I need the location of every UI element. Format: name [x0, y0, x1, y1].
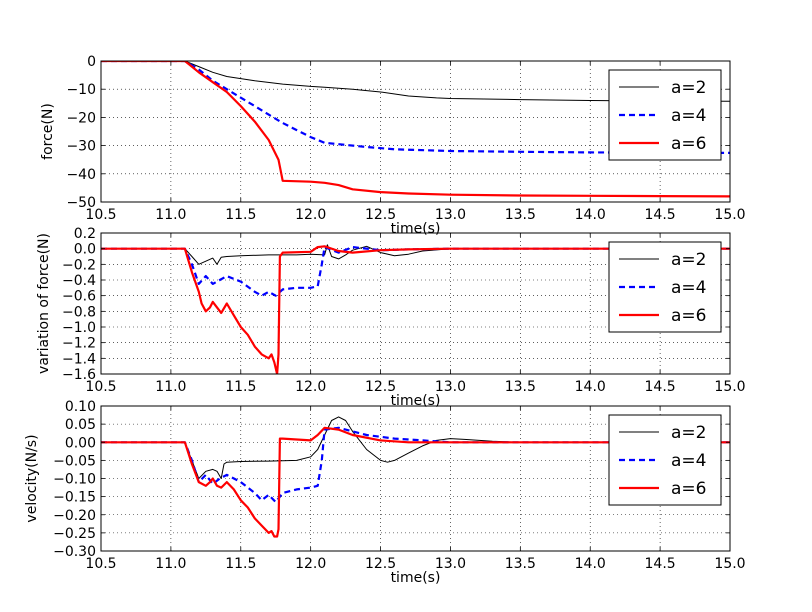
y-tick-label: −1.0	[62, 320, 96, 336]
series-line-a2	[101, 244, 730, 265]
legend: a=2 a=4 a=6	[608, 69, 722, 161]
y-tick-label: −0.15	[53, 490, 96, 506]
legend-label: a=4	[671, 278, 706, 298]
x-tick-label: 13.5	[505, 379, 536, 395]
y-tick-label: −0.4	[62, 273, 96, 289]
legend-label: a=4	[671, 451, 706, 471]
y-axis-label: velocity(N/s)	[24, 434, 40, 522]
x-tick-label: 14.5	[645, 379, 676, 395]
x-tick-label: 10.5	[85, 379, 116, 395]
y-tick-label: −0.8	[62, 304, 96, 320]
x-tick-label: 14.0	[575, 556, 606, 572]
x-tick-label: 14.5	[645, 207, 676, 223]
variation-of-force-panel: 10.5 11.0 11.5 12.0 12.5 13.0 13.5 14.0 14.5 15.0…	[36, 226, 746, 409]
y-tick-label: −0.05	[53, 453, 96, 469]
x-tick-label: 10.5	[85, 207, 116, 223]
y-tick-label: −0.30	[53, 544, 96, 560]
y-tick-label: 0	[87, 54, 96, 70]
velocity-panel: 10.5 11.0 11.5 12.0 12.5 13.0 13.5 14.0 14.5 15.0…	[24, 399, 746, 586]
legend-label: a=6	[671, 479, 706, 499]
x-axis-label: time(s)	[391, 570, 441, 586]
y-tick-label: −30	[66, 139, 96, 155]
x-tick-label: 12.0	[295, 379, 326, 395]
x-tick-label: 11.5	[225, 379, 256, 395]
legend-label: a=2	[671, 423, 706, 443]
y-tick-label: 0.10	[65, 399, 96, 415]
y-axis-label: force(N)	[40, 103, 56, 160]
x-tick-label: 11.0	[155, 556, 186, 572]
x-axis-label: time(s)	[391, 221, 441, 237]
series-line-a2	[101, 416, 730, 479]
y-tick-label: 0.2	[74, 226, 96, 242]
x-tick-label: 12.0	[295, 556, 326, 572]
x-tick-label: 10.5	[85, 556, 116, 572]
legend-box	[608, 414, 722, 506]
x-tick-label: 13.0	[435, 379, 466, 395]
x-tick-label: 11.5	[225, 207, 256, 223]
series-line-a6	[101, 426, 730, 538]
axes-frame	[100, 232, 731, 375]
series-line-a4	[101, 426, 730, 504]
x-tick-label: 11.5	[225, 556, 256, 572]
x-tick-label: 12.5	[365, 379, 396, 395]
y-tick-label: −0.25	[53, 526, 96, 542]
series-line-a4	[101, 246, 730, 297]
y-tick-label: −10	[66, 82, 96, 98]
force-panel: 10.5 11.0 11.5 12.0 12.5 13.0 13.5 14.0 14.5 15.0…	[40, 54, 746, 237]
y-tick-label: 0.0	[74, 242, 96, 258]
series-line-a4	[101, 61, 730, 154]
x-tick-label: 11.0	[155, 379, 186, 395]
y-tick-label: −0.6	[62, 289, 96, 305]
series-group	[101, 244, 730, 374]
legend-label: a=4	[671, 106, 706, 126]
legend-box	[608, 69, 722, 161]
x-tick-label: 15.0	[714, 379, 745, 395]
x-tick-label: 12.5	[365, 556, 396, 572]
series-group	[101, 61, 730, 198]
y-tick-label: −1.2	[62, 336, 96, 352]
x-tick-label: 13.5	[505, 556, 536, 572]
x-tick-label: 13.0	[435, 207, 466, 223]
axes-frame	[100, 60, 731, 203]
y-tick-label: −0.2	[62, 257, 96, 273]
y-tick-label: −1.4	[62, 351, 96, 367]
x-tick-label: 12.0	[295, 207, 326, 223]
legend-box	[608, 241, 722, 333]
y-tick-label: 0.05	[65, 417, 96, 433]
series-line-a6	[101, 245, 730, 374]
legend-label: a=6	[671, 134, 706, 154]
x-tick-label: 14.0	[575, 207, 606, 223]
legend: a=2 a=4 a=6	[608, 241, 722, 333]
y-tick-label: −50	[66, 195, 96, 211]
y-tick-label: 0.00	[65, 435, 96, 451]
y-tick-label: −1.6	[62, 367, 96, 383]
y-tick-label: −0.10	[53, 472, 96, 488]
series-group	[101, 416, 730, 538]
series-line-a6	[101, 61, 730, 198]
x-tick-label: 12.5	[365, 207, 396, 223]
x-tick-label: 15.0	[714, 556, 745, 572]
legend-label: a=2	[671, 250, 706, 270]
x-axis-label: time(s)	[391, 393, 441, 409]
x-tick-label: 11.0	[155, 207, 186, 223]
y-axis-label: variation of force(N)	[36, 233, 52, 374]
legend-label: a=6	[671, 306, 706, 326]
x-tick-label: 15.0	[714, 207, 745, 223]
y-tick-label: −40	[66, 167, 96, 183]
x-tick-label: 13.0	[435, 556, 466, 572]
series-line-a2	[101, 61, 730, 102]
legend: a=2 a=4 a=6	[608, 414, 722, 506]
x-tick-label: 14.0	[575, 379, 606, 395]
x-tick-label: 14.5	[645, 556, 676, 572]
y-tick-label: −20	[66, 110, 96, 126]
legend-label: a=2	[671, 78, 706, 98]
y-tick-label: −0.20	[53, 508, 96, 524]
x-tick-label: 13.5	[505, 207, 536, 223]
